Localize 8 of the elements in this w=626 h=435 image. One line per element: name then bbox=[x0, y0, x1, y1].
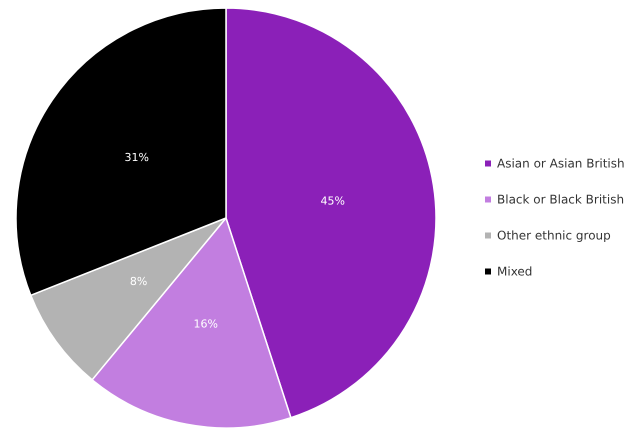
data-label: 8% bbox=[130, 274, 148, 288]
data-label: 31% bbox=[124, 150, 149, 164]
legend-label: Mixed bbox=[497, 264, 532, 278]
legend-label: Other ethnic group bbox=[497, 228, 611, 242]
legend-label: Black or Black British bbox=[497, 192, 624, 206]
legend-label: Asian or Asian British bbox=[497, 156, 625, 170]
data-label: 16% bbox=[194, 318, 218, 331]
data-label: 45% bbox=[320, 194, 345, 208]
